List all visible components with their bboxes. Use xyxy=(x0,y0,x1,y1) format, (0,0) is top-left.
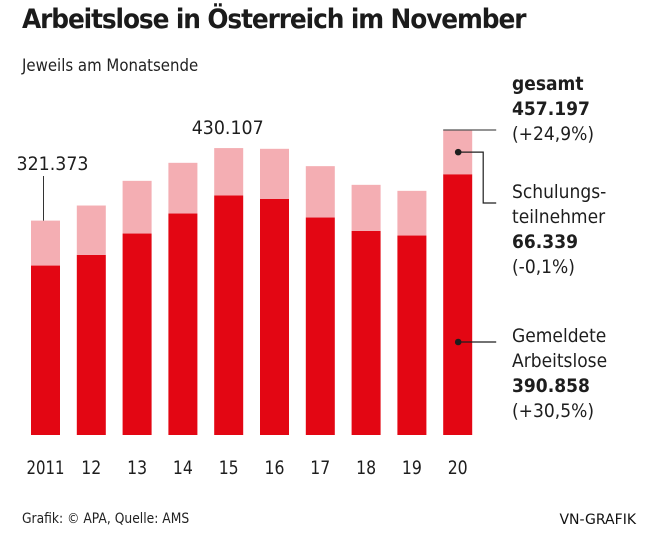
schulung-value: 66.339 xyxy=(512,231,578,253)
total-value: 457.197 xyxy=(512,98,590,120)
gemeldet-label-1: Gemeldete xyxy=(512,325,607,347)
annotation-leaders xyxy=(43,129,497,346)
bar-gemeldet-15 xyxy=(214,195,244,435)
credit-note: VN-GRAFIK xyxy=(559,512,636,528)
bar-gemeldet-17 xyxy=(305,217,335,435)
x-tick-label: 14 xyxy=(173,457,193,479)
bar-schulung-17 xyxy=(305,166,335,218)
annotation-total: gesamt 457.197 (+24,9%) xyxy=(512,72,594,147)
annotation-schulung: Schulungs- teilnehmer 66.339 (-0,1%) xyxy=(512,180,606,280)
data-label-15: 430.107 xyxy=(192,117,264,139)
gemeldet-change: (+30,5%) xyxy=(512,400,594,422)
bar-gemeldet-14 xyxy=(168,213,198,435)
chart-title: Arbeitslose in Österreich im November xyxy=(22,4,526,35)
bars-group xyxy=(31,130,473,435)
gemeldet-value: 390.858 xyxy=(512,375,590,397)
x-tick-labels: 2011 12 13 14 15 16 17 18 19 20 xyxy=(27,457,468,479)
bar-schulung-18 xyxy=(351,184,381,231)
bar-schulung-19 xyxy=(397,190,427,236)
x-tick-label: 18 xyxy=(356,457,376,479)
schulung-change: (-0,1%) xyxy=(512,256,575,278)
bar-gemeldet-12 xyxy=(76,254,106,435)
bar-schulung-12 xyxy=(76,205,106,255)
x-tick-label: 19 xyxy=(402,457,422,479)
bar-gemeldet-19 xyxy=(397,235,427,435)
total-change: (+24,9%) xyxy=(512,123,594,145)
x-tick-label: 15 xyxy=(219,457,239,479)
bar-gemeldet-20 xyxy=(443,174,473,435)
data-label-2011: 321.373 xyxy=(17,153,89,175)
bar-gemeldet-16 xyxy=(260,198,289,435)
chart-subtitle: Jeweils am Monatsende xyxy=(22,56,199,76)
schulung-label-2: teilnehmer xyxy=(512,206,606,228)
total-label: gesamt xyxy=(512,73,584,95)
x-tick-label: 2011 xyxy=(27,457,65,479)
annotation-gemeldet: Gemeldete Arbeitslose 390.858 (+30,5%) xyxy=(512,324,607,424)
x-tick-label: 12 xyxy=(81,457,101,479)
x-tick-label: 13 xyxy=(127,457,147,479)
bar-schulung-15 xyxy=(214,148,244,196)
bar-schulung-2011 xyxy=(31,220,60,266)
x-tick-label: 20 xyxy=(448,457,468,479)
data-labels: 321.373 430.107 xyxy=(17,117,264,175)
bar-gemeldet-13 xyxy=(122,233,152,435)
x-tick-label: 16 xyxy=(265,457,285,479)
schulung-leader-line xyxy=(458,151,497,204)
x-tick-label: 17 xyxy=(310,457,330,479)
bar-schulung-14 xyxy=(168,162,198,214)
source-note: Grafik: © APA, Quelle: AMS xyxy=(22,511,190,527)
bar-schulung-16 xyxy=(260,148,289,199)
schulung-label-1: Schulungs- xyxy=(512,181,607,203)
bar-gemeldet-18 xyxy=(351,230,381,435)
bar-schulung-13 xyxy=(122,180,152,234)
bar-gemeldet-2011 xyxy=(31,265,60,435)
gemeldet-label-2: Arbeitslose xyxy=(512,350,608,372)
